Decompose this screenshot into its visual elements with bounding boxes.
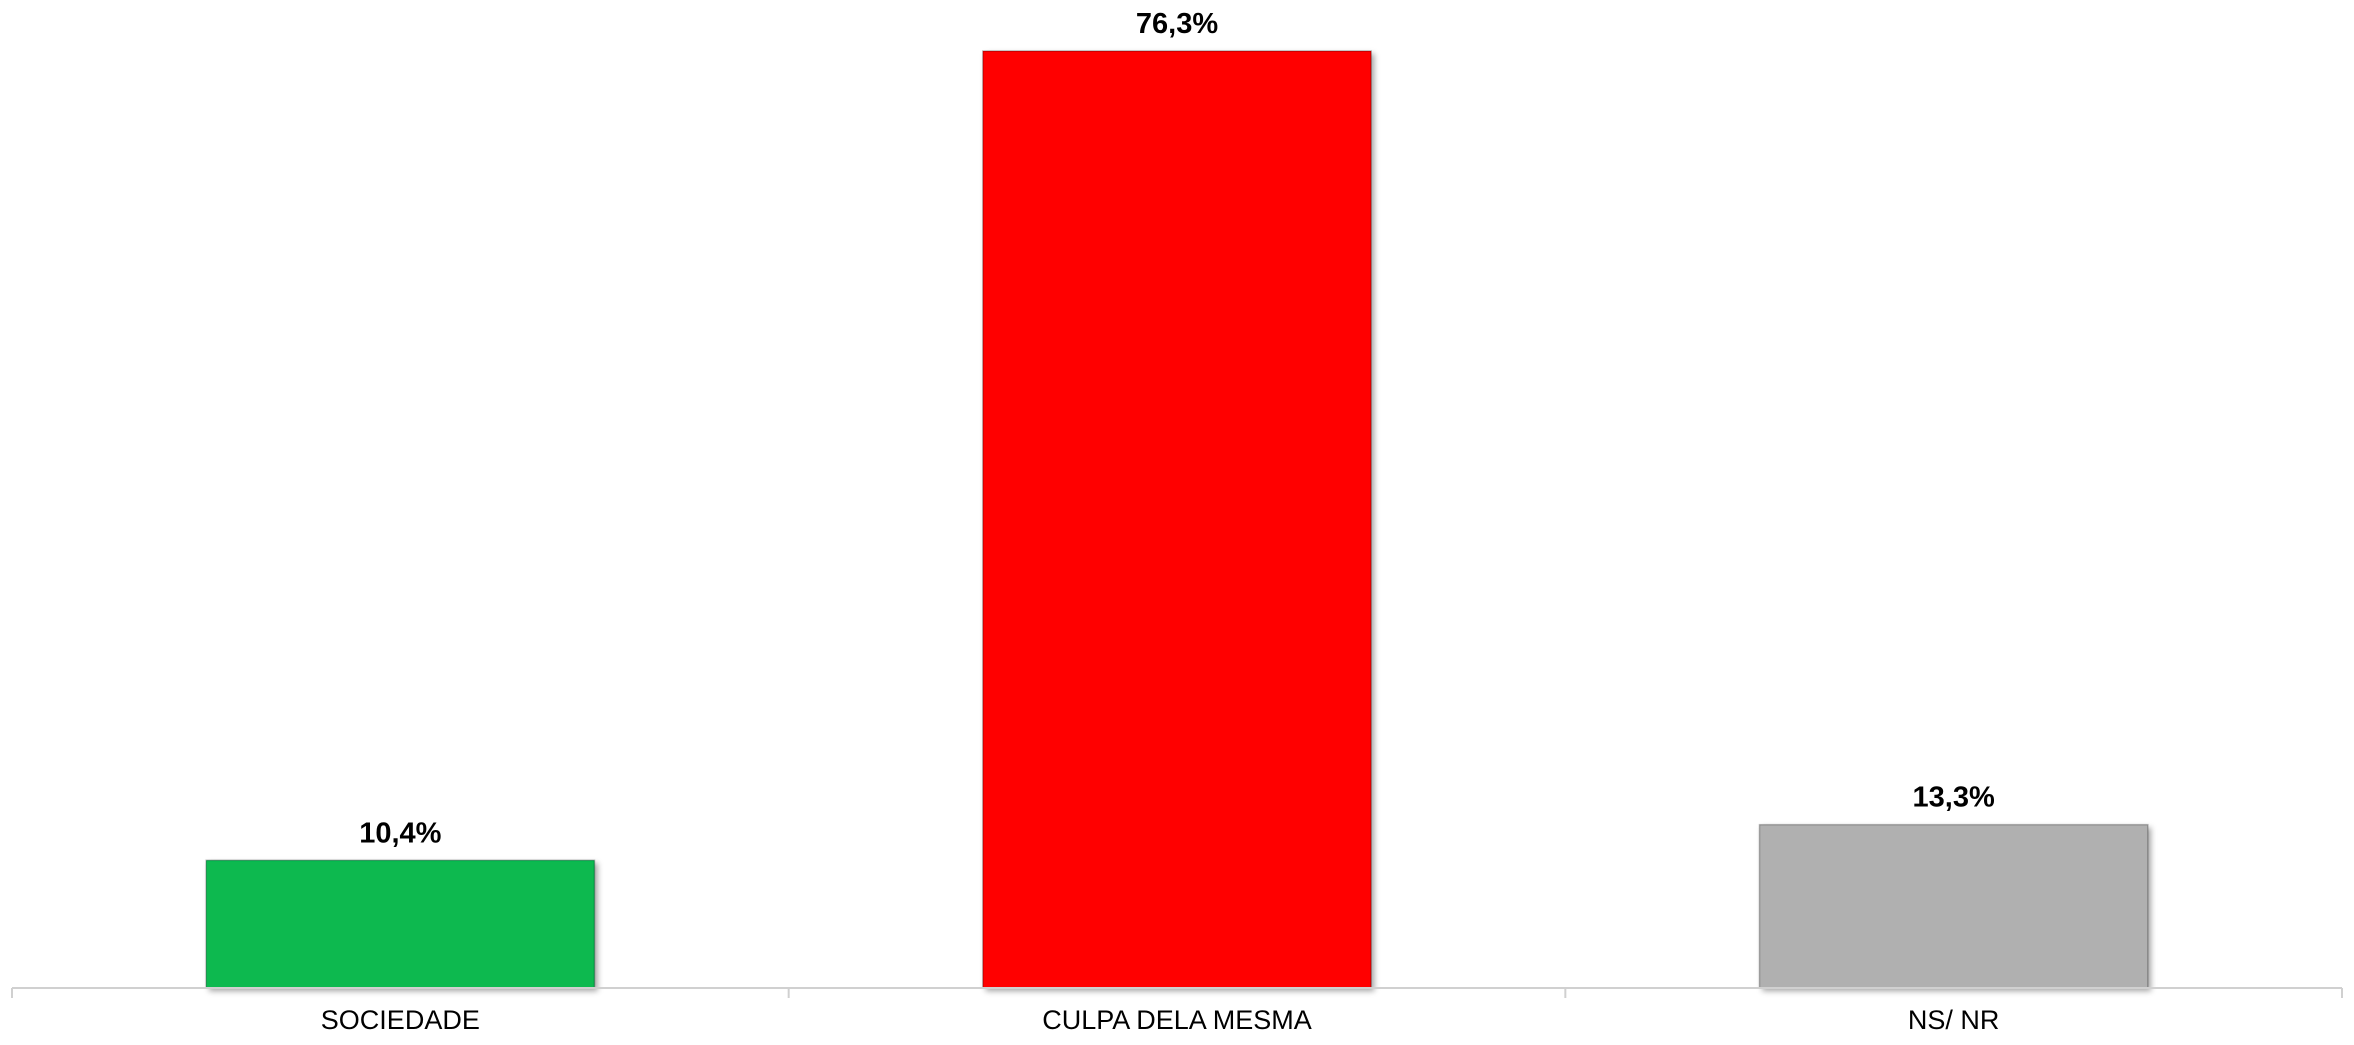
bar-culpa-dela-mesma xyxy=(982,50,1372,989)
data-label-sociedade: 10,4% xyxy=(359,817,441,849)
data-labels: 10,4% 76,3% 13,3% xyxy=(359,8,1995,849)
bars-layer xyxy=(205,50,2149,989)
x-axis-ticks xyxy=(11,988,2343,998)
category-label-sociedade: SOCIEDADE xyxy=(321,1005,480,1035)
data-label-culpa-dela-mesma: 76,3% xyxy=(1136,8,1218,40)
bar-ns-nr xyxy=(1758,823,2149,989)
category-label-ns-nr: NS/ NR xyxy=(1908,1005,2000,1035)
data-label-ns-nr: 13,3% xyxy=(1913,782,1995,814)
x-axis-tick-labels: SOCIEDADE CULPA DELA MESMA NS/ NR xyxy=(321,1005,2000,1035)
bar-sociedade xyxy=(205,859,596,989)
category-label-culpa-dela-mesma: CULPA DELA MESMA xyxy=(1042,1005,1312,1035)
